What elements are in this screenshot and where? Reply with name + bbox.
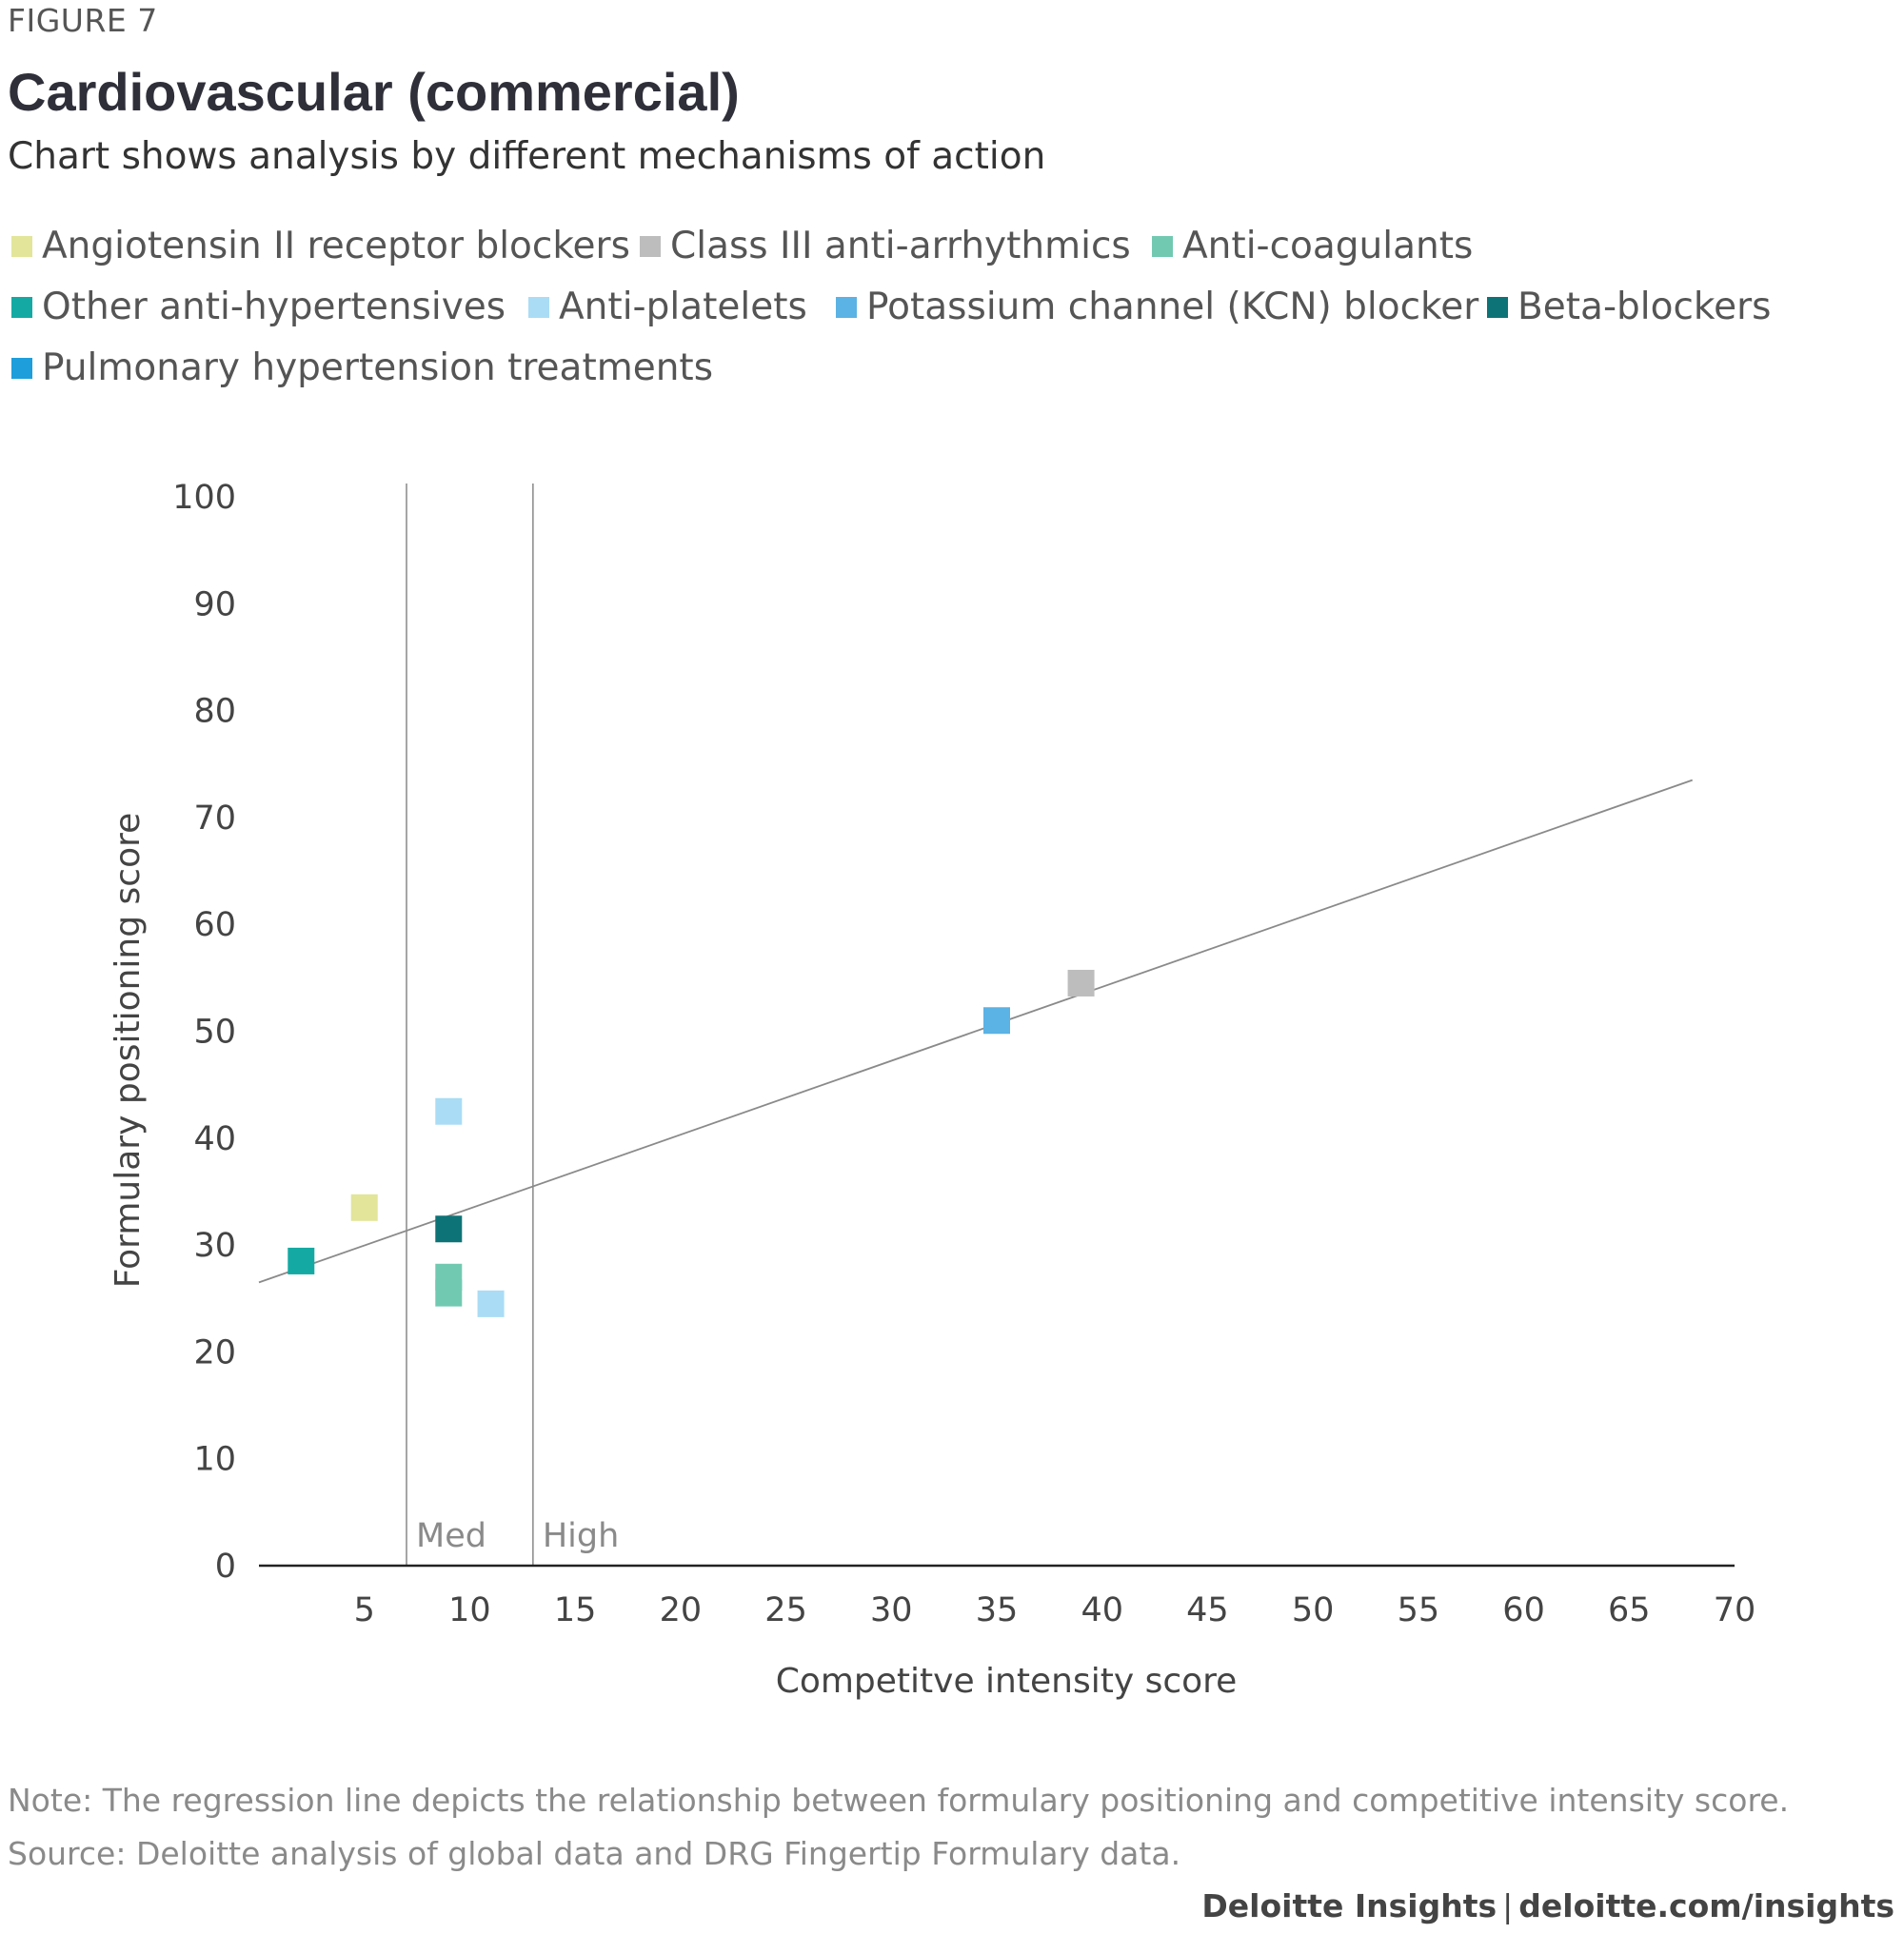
- chart-note: Note: The regression line depicts the re…: [8, 1782, 1790, 1819]
- legend-label: Anti-coagulants: [1182, 225, 1474, 267]
- x-tick-label: 10: [448, 1591, 491, 1629]
- data-point: [983, 1007, 1010, 1035]
- y-tick-label: 60: [193, 906, 236, 944]
- chart-title: Cardiovascular (commercial): [8, 62, 740, 122]
- legend-swatch: [1487, 296, 1508, 318]
- legend-item-anti-coagulants: Anti-coagulants: [1152, 225, 1473, 267]
- x-tick-label: 55: [1398, 1591, 1440, 1629]
- legend-swatch: [640, 235, 661, 257]
- data-point: [288, 1247, 315, 1274]
- legend-item-angiotensin: Angiotensin II receptor blockers: [11, 225, 630, 267]
- legend-item-class-iii: Class III anti-arrhythmics: [640, 225, 1131, 267]
- legend-swatch: [836, 296, 857, 318]
- figure-label: FIGURE 7: [8, 2, 158, 39]
- legend-label: Angiotensin II receptor blockers: [42, 225, 630, 267]
- data-point: [435, 1279, 463, 1307]
- y-tick-label: 20: [193, 1333, 236, 1372]
- y-tick-label: 90: [193, 585, 236, 623]
- y-tick-label: 70: [193, 799, 236, 838]
- x-axis-title: Competitve intensity score: [776, 1662, 1238, 1701]
- data-point: [477, 1290, 505, 1317]
- chart-subtitle: Chart shows analysis by different mechan…: [8, 135, 1046, 178]
- legend-swatch: [1152, 235, 1173, 257]
- legend-label: Potassium channel (KCN) blocker: [866, 286, 1479, 328]
- legend-label: Other anti-hypertensives: [42, 286, 506, 328]
- credit-url[interactable]: deloitte.com/insights: [1518, 1887, 1894, 1924]
- legend-item-beta-blockers: Beta-blockers: [1487, 286, 1771, 328]
- x-tick-label: 45: [1186, 1591, 1229, 1629]
- y-tick-label: 10: [193, 1441, 236, 1479]
- x-tick-label: 60: [1502, 1591, 1545, 1629]
- y-tick-label: 30: [193, 1227, 236, 1265]
- y-tick-label: 50: [193, 1014, 236, 1052]
- x-tick-label: 25: [764, 1591, 807, 1629]
- data-point: [1067, 969, 1095, 997]
- legend-swatch: [528, 296, 549, 318]
- legend-label: Pulmonary hypertension treatments: [42, 346, 714, 389]
- data-point: [435, 1215, 463, 1243]
- y-axis-title: Formulary positioning score: [109, 813, 148, 1289]
- legend-swatch: [11, 357, 32, 379]
- x-tick-label: 35: [976, 1591, 1019, 1629]
- x-tick-label: 5: [354, 1591, 375, 1629]
- scatter-plot: Med High 0 10 20 30 40 50 60 70 80 90 100 5 10 15 20 25 30…: [109, 479, 1756, 1701]
- x-tick-label: 15: [554, 1591, 597, 1629]
- legend-swatch: [11, 235, 32, 257]
- y-tick-label: 0: [215, 1548, 236, 1586]
- credit-brand: Deloitte Insights: [1201, 1887, 1497, 1924]
- legend-label: Beta-blockers: [1517, 286, 1772, 328]
- x-tick-label: 65: [1608, 1591, 1651, 1629]
- data-point: [350, 1194, 378, 1221]
- legend-item-kcn-blocker: Potassium channel (KCN) blocker: [836, 286, 1478, 328]
- legend-item-other-anti-hypertensives: Other anti-hypertensives: [11, 286, 506, 328]
- data-point: [435, 1097, 463, 1125]
- y-tick-label: 100: [172, 479, 236, 517]
- legend-item-anti-platelets: Anti-platelets: [528, 286, 807, 328]
- credit-separator: |: [1502, 1887, 1514, 1924]
- x-tick-label: 50: [1292, 1591, 1335, 1629]
- x-tick-label: 70: [1714, 1591, 1756, 1629]
- y-tick-label: 40: [193, 1120, 236, 1158]
- x-tick-label: 30: [870, 1591, 913, 1629]
- legend-item-pulmonary-hypertension: Pulmonary hypertension treatments: [11, 346, 713, 389]
- threshold-label: High: [543, 1517, 619, 1555]
- publisher-credit: Deloitte Insights | deloitte.com/insights: [1201, 1887, 1894, 1924]
- legend-label: Anti-platelets: [559, 286, 807, 328]
- chart-source: Source: Deloitte analysis of global data…: [8, 1835, 1181, 1872]
- legend-swatch: [11, 296, 32, 318]
- legend-label: Class III anti-arrhythmics: [670, 225, 1131, 267]
- threshold-label: Med: [416, 1517, 486, 1555]
- y-tick-label: 80: [193, 693, 236, 731]
- x-tick-label: 20: [660, 1591, 703, 1629]
- x-tick-label: 40: [1081, 1591, 1123, 1629]
- regression-line: [258, 779, 1694, 1284]
